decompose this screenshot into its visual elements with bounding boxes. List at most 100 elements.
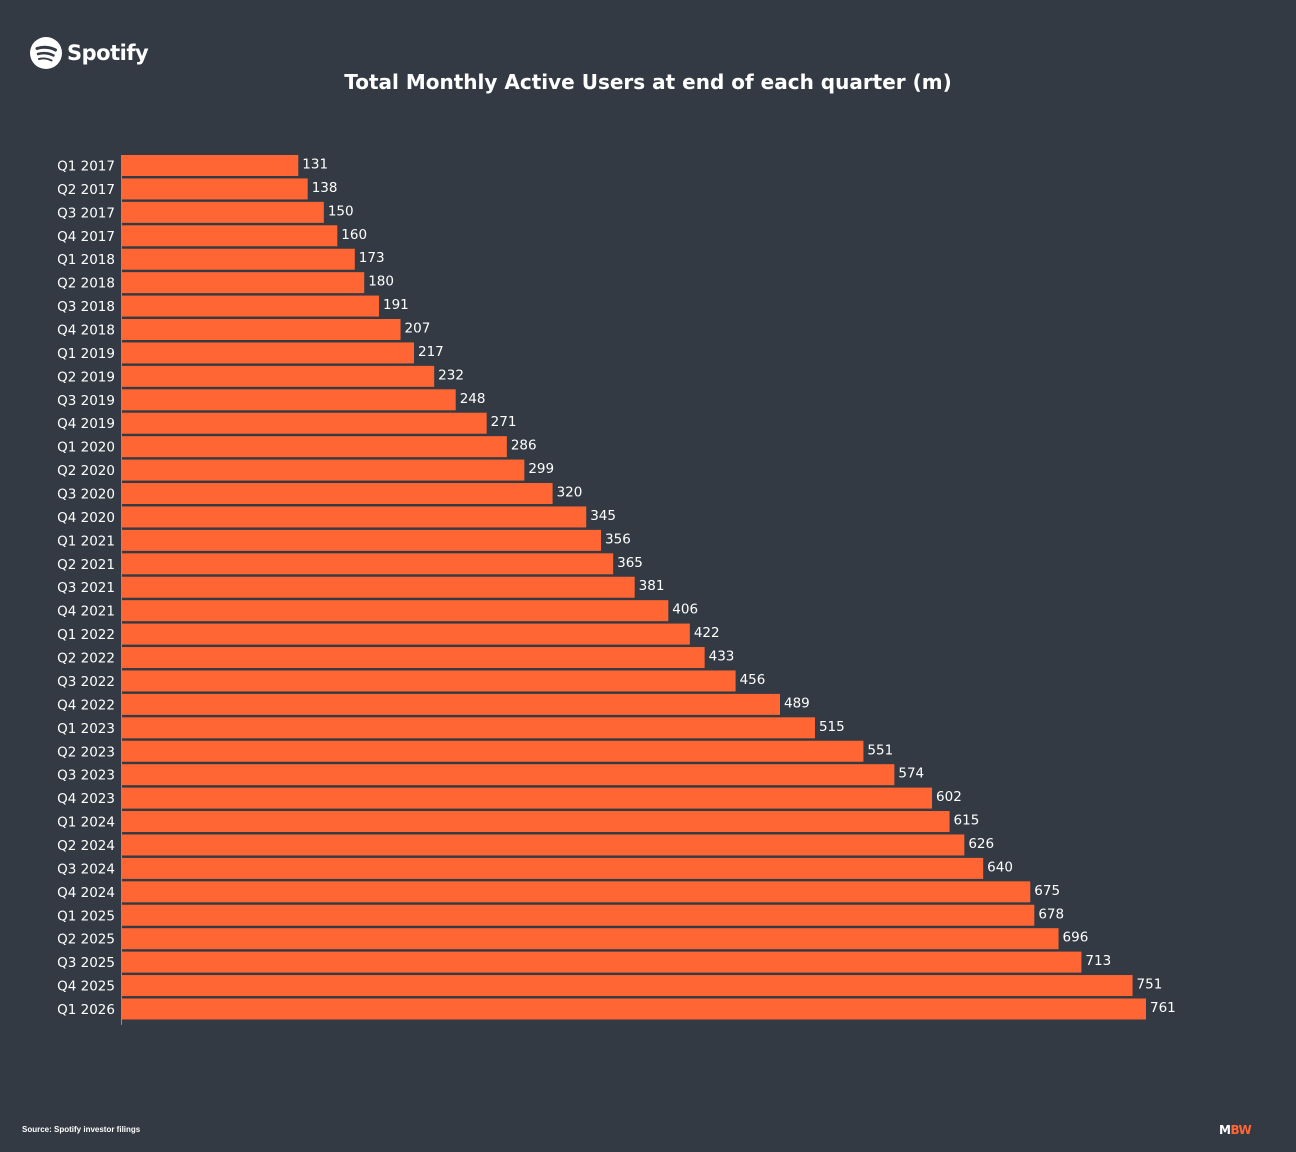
category-label: Q4 2025 xyxy=(57,979,115,995)
category-label: Q3 2021 xyxy=(57,580,115,596)
category-label: Q1 2018 xyxy=(57,252,115,268)
bar-q1-2025 xyxy=(122,904,1035,926)
source-note: Source: Spotify investor filings xyxy=(22,1125,141,1134)
bar-q3-2017 xyxy=(122,201,324,223)
value-label: 456 xyxy=(740,672,766,688)
value-label: 160 xyxy=(341,227,367,243)
category-label: Q4 2021 xyxy=(57,604,115,620)
bar-q2-2017 xyxy=(122,178,308,200)
value-label: 574 xyxy=(898,766,924,782)
category-label: Q3 2020 xyxy=(57,487,115,503)
category-label: Q4 2018 xyxy=(57,323,115,339)
category-label: Q1 2019 xyxy=(57,346,115,362)
chart-title: Total Monthly Active Users at end of eac… xyxy=(344,70,952,94)
bar-q2-2023 xyxy=(122,740,864,762)
category-label: Q4 2019 xyxy=(57,416,115,432)
bar-q2-2020 xyxy=(122,459,525,481)
bar-q1-2026 xyxy=(122,998,1146,1020)
bar-q3-2021 xyxy=(122,576,635,598)
value-label: 433 xyxy=(709,649,735,665)
bar-q2-2025 xyxy=(122,928,1059,950)
category-label: Q1 2023 xyxy=(57,721,115,737)
value-label: 299 xyxy=(528,461,554,477)
value-label: 232 xyxy=(438,367,464,383)
value-label: 640 xyxy=(987,859,1013,875)
category-label: Q1 2024 xyxy=(57,815,115,831)
category-label: Q4 2024 xyxy=(57,885,115,901)
value-label: 248 xyxy=(460,391,486,407)
bar-q3-2024 xyxy=(122,857,984,879)
category-label: Q1 2017 xyxy=(57,159,115,175)
value-label: 271 xyxy=(491,414,517,430)
bar-q3-2022 xyxy=(122,670,736,692)
bar-q1-2018 xyxy=(122,248,355,270)
category-label: Q3 2022 xyxy=(57,674,115,690)
value-label: 713 xyxy=(1085,953,1111,969)
bar-q2-2024 xyxy=(122,834,965,856)
category-label: Q1 2022 xyxy=(57,627,115,643)
bar-q1-2017 xyxy=(122,155,299,176)
bar-q4-2017 xyxy=(122,225,338,247)
bar-q3-2020 xyxy=(122,483,553,505)
category-label: Q1 2026 xyxy=(57,1002,115,1018)
value-label: 207 xyxy=(405,321,431,337)
value-label: 515 xyxy=(819,719,845,735)
bar-q4-2022 xyxy=(122,693,780,715)
value-label: 406 xyxy=(672,602,698,618)
bar-q3-2018 xyxy=(122,295,380,317)
value-label: 131 xyxy=(302,157,328,173)
category-label: Q4 2017 xyxy=(57,229,115,245)
bar-q2-2018 xyxy=(122,272,365,294)
category-label: Q2 2018 xyxy=(57,276,115,292)
value-label: 675 xyxy=(1034,883,1060,899)
category-label: Q4 2022 xyxy=(57,697,115,713)
category-label: Q2 2017 xyxy=(57,182,115,198)
bar-q3-2025 xyxy=(122,951,1082,973)
category-label: Q3 2025 xyxy=(57,955,115,971)
category-label: Q4 2020 xyxy=(57,510,115,526)
value-label: 217 xyxy=(418,344,444,360)
category-label: Q2 2021 xyxy=(57,557,115,573)
bar-q4-2019 xyxy=(122,412,487,434)
bar-q1-2019 xyxy=(122,342,414,364)
bar-q3-2019 xyxy=(122,389,456,411)
spotify-logo: Spotify xyxy=(29,36,149,70)
category-label: Q2 2019 xyxy=(57,369,115,385)
bar-q4-2025 xyxy=(122,975,1133,997)
value-label: 173 xyxy=(359,250,385,266)
bar-q2-2022 xyxy=(122,647,705,669)
value-label: 381 xyxy=(639,578,665,594)
value-label: 678 xyxy=(1038,906,1064,922)
category-label: Q2 2025 xyxy=(57,932,115,948)
value-label: 356 xyxy=(605,531,631,547)
bar-q1-2024 xyxy=(122,811,950,833)
value-label: 761 xyxy=(1150,1000,1176,1016)
category-label: Q1 2020 xyxy=(57,440,115,456)
value-label: 751 xyxy=(1137,977,1163,993)
value-label: 551 xyxy=(867,742,893,758)
category-label: Q2 2022 xyxy=(57,651,115,667)
category-label: Q2 2023 xyxy=(57,744,115,760)
category-label: Q2 2020 xyxy=(57,463,115,479)
value-label: 150 xyxy=(328,203,354,219)
value-label: 626 xyxy=(968,836,994,852)
value-label: 422 xyxy=(694,625,720,641)
category-label: Q1 2021 xyxy=(57,533,115,549)
spotify-logo-icon xyxy=(30,37,62,69)
bar-q4-2023 xyxy=(122,787,933,809)
bar-q3-2023 xyxy=(122,764,895,786)
bar-q1-2022 xyxy=(122,623,690,645)
mbw-logo-part2: BW xyxy=(1230,1123,1252,1137)
bar-q4-2024 xyxy=(122,881,1031,903)
value-label: 615 xyxy=(954,813,980,829)
mbw-logo: MBW xyxy=(1219,1123,1252,1137)
value-label: 320 xyxy=(557,485,583,501)
bar-q4-2021 xyxy=(122,600,669,622)
mbw-logo-part1: M xyxy=(1219,1123,1231,1137)
category-label: Q3 2023 xyxy=(57,768,115,784)
bar-q2-2021 xyxy=(122,553,614,575)
value-label: 286 xyxy=(511,438,537,454)
value-label: 345 xyxy=(590,508,616,524)
bar-q4-2018 xyxy=(122,319,401,341)
